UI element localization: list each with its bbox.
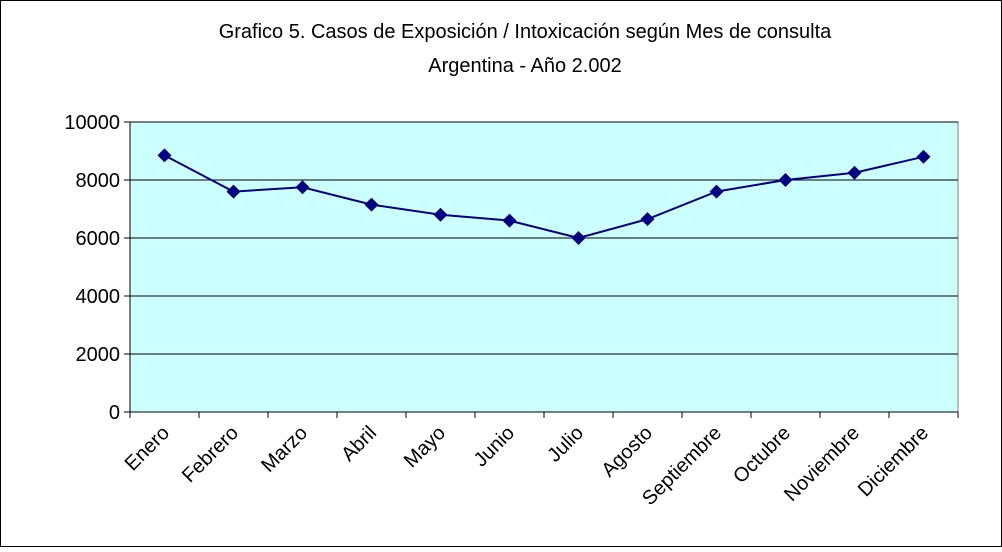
y-tick-label: 8000: [76, 170, 121, 192]
data-point: [157, 148, 172, 163]
y-tick-label: 4000: [76, 286, 121, 308]
y-tick-label: 6000: [76, 228, 121, 250]
data-point: [640, 212, 655, 227]
chart-title: Grafico 5. Casos de Exposición / Intoxic…: [219, 21, 832, 43]
data-point: [226, 184, 241, 199]
data-point: [778, 173, 793, 187]
data-point: [916, 149, 931, 164]
data-point: [571, 231, 586, 245]
series-line: [164, 154, 924, 240]
data-point: [709, 184, 724, 199]
plot-area: [129, 121, 959, 413]
data-point: [502, 213, 517, 228]
y-tick-label: 10000: [64, 112, 120, 134]
data-point: [433, 207, 448, 222]
data-point: [847, 165, 862, 180]
data-point: [295, 180, 310, 195]
data-point: [364, 197, 379, 212]
y-tick-label: 2000: [76, 344, 121, 366]
chart-subtitle: Argentina - Año 2.002: [428, 55, 621, 77]
y-tick-label: 0: [109, 402, 120, 424]
